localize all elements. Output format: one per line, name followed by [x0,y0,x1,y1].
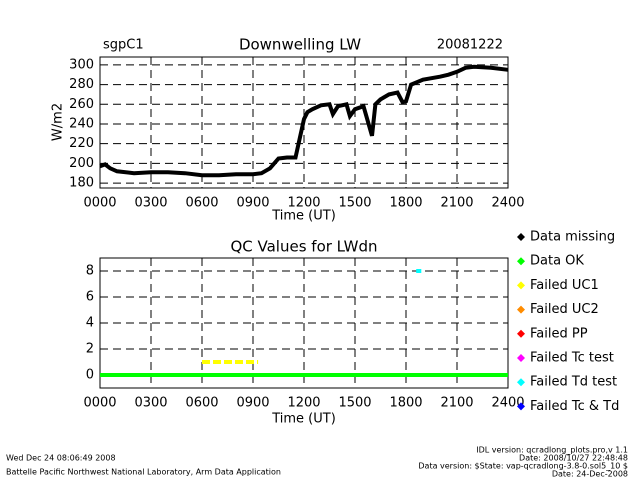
x-tick-label: 2100 [440,196,473,211]
y-tick-label: 260 [69,97,94,112]
footer-data-version: Data version: $State: vap-qcradlong-3.8-… [418,462,628,471]
footer-data-date: Date: 24-Dec-2008 [552,470,628,479]
x-tick-label: 1500 [338,196,371,211]
footer-timestamp: Wed Dec 24 08:06:49 2008 [6,454,116,463]
x-tick-label: 0000 [83,396,116,411]
legend-label: Failed PP [530,326,588,341]
legend-label: Failed UC2 [530,302,599,317]
legend-label: Failed Td test [530,375,617,390]
x-tick-label: 0600 [185,196,218,211]
x-tick-label: 0900 [236,196,269,211]
x-tick-label: 0000 [83,196,116,211]
legend-marker [517,378,525,387]
x-tick-label: 0900 [236,396,269,411]
x-tick-label: 1200 [287,396,320,411]
y-tick-label: 0 [86,368,94,383]
y-tick-label: 180 [69,176,94,191]
legend-marker [517,233,525,241]
y-tick-label: 4 [86,316,94,331]
legend-marker [517,305,525,314]
x-axis-label: Time (UT) [271,209,336,224]
chart-title: QC Values for LWdn [230,238,377,256]
x-tick-label: 1200 [287,196,320,211]
legend-label: Failed Tc test [530,351,614,366]
legend-label: Data missing [530,230,615,245]
x-tick-label: 2400 [491,396,524,411]
legend-marker [517,402,525,411]
footer-lab: Battelle Pacific Northwest National Labo… [6,468,281,477]
legend-marker [517,281,525,290]
x-tick-label: 2100 [440,396,473,411]
y-tick-label: 2 [86,342,94,357]
y-tick-label: 300 [69,57,94,72]
date-label: 20081222 [437,38,503,53]
legend-marker [517,329,525,338]
x-tick-label: 0300 [134,196,167,211]
y-tick-label: 220 [69,136,94,151]
x-tick-label: 2400 [491,196,524,211]
x-tick-label: 1800 [389,196,422,211]
footer-idl-date: Date: 2008/10/27 22:48:48 [519,454,628,463]
site-label: sgpC1 [103,38,144,53]
y-tick-label: 280 [69,77,94,92]
footer-idl: IDL version: qcradlong_plots.pro,v 1.1 [476,446,628,455]
legend-label: Failed Tc & Td [530,399,619,414]
x-axis-label: Time (UT) [271,412,336,427]
legend-marker [517,354,525,362]
y-tick-label: 240 [69,116,94,131]
y-axis-label: W/m2 [51,103,66,141]
y-tick-label: 200 [69,156,94,171]
y-tick-label: 8 [86,264,94,279]
chart-title: Downwelling LW [239,36,361,54]
x-tick-label: 0600 [185,396,218,411]
legend-label: Failed UC1 [530,278,599,293]
legend-marker [517,257,525,266]
x-tick-label: 1500 [338,396,371,411]
y-tick-label: 6 [86,290,94,305]
x-tick-label: 1800 [389,396,422,411]
legend-label: Data OK [530,254,584,269]
data-line [99,64,509,178]
x-tick-label: 0300 [134,396,167,411]
